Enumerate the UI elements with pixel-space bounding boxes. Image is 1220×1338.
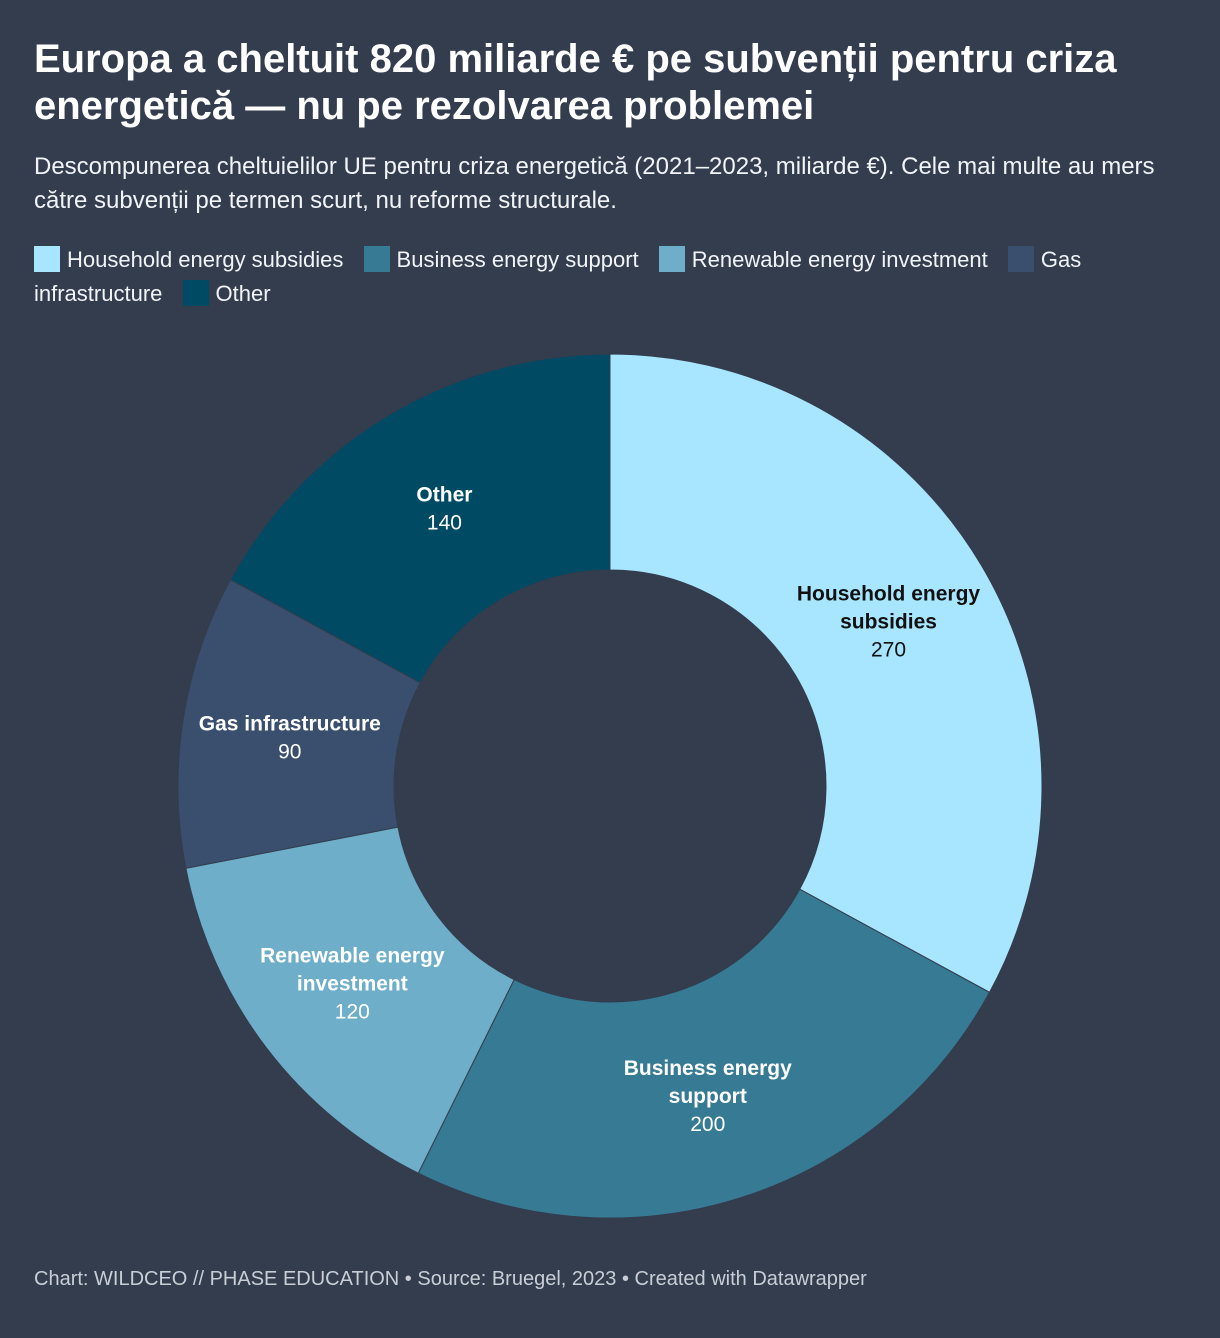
donut-slice <box>177 578 421 869</box>
slice-label: Household energy subsidies 270 <box>797 582 981 661</box>
chart-footer: Chart: WILDCEO // PHASE EDUCATION • Sour… <box>34 1268 867 1290</box>
legend-swatch <box>363 246 390 272</box>
legend-label: Household energy subsidies <box>67 247 344 272</box>
legend-label: Business energy support <box>396 247 639 272</box>
slice-value-label: 200 <box>690 1113 725 1136</box>
legend-swatch <box>658 246 685 272</box>
legend-swatch <box>182 280 209 306</box>
legend-label: Renewable energy investment <box>691 247 988 272</box>
donut-chart: Household energy subsidies 270 Business ene… <box>0 330 1220 1240</box>
slice-value-label: 90 <box>278 741 301 764</box>
donut-slice <box>417 888 991 1219</box>
slice-value-label: 270 <box>871 638 906 661</box>
slice-label: Business energy support 200 <box>624 1057 792 1136</box>
donut-chart-svg: Household energy subsidies 270 Business ene… <box>177 353 1043 1219</box>
legend-label: Other <box>215 281 271 306</box>
legend-item: Business energy support <box>363 246 639 272</box>
legend-item: Household energy subsidies <box>34 246 344 272</box>
legend-swatch <box>1007 246 1034 272</box>
slice-label-name: Gas infrastructure <box>199 713 381 736</box>
slice-label: Other 140 <box>416 483 472 534</box>
slice-label-name: Business energy support <box>624 1057 792 1108</box>
donut-slice <box>185 826 515 1174</box>
slice-value-label: 140 <box>427 511 462 534</box>
slice-label-name: Other <box>416 483 472 506</box>
donut-slice <box>229 353 611 684</box>
slice-value-label: 120 <box>335 1000 370 1023</box>
legend-item: Other <box>182 280 271 306</box>
chart-title: Europa a cheltuit 820 miliarde € pe subv… <box>34 37 1117 128</box>
legend-label: Gas infrastructure <box>34 247 1082 306</box>
donut-slice <box>609 353 1043 994</box>
slice-label-name: Household energy subsidies <box>797 582 981 633</box>
slice-label-name: Renewable energy investment <box>260 944 445 995</box>
chart-subtitle: Descompunerea cheltuielilor UE pentru cr… <box>34 153 1155 214</box>
legend-item: Renewable energy investment <box>658 246 988 272</box>
slice-label: Gas infrastructure 90 <box>199 713 381 764</box>
legend-item: Gas infrastructure <box>34 246 1082 306</box>
legend-swatch <box>34 246 60 272</box>
chart-legend: Household energy subsidies Business ener… <box>34 243 1184 311</box>
slice-label: Renewable energy investment 120 <box>260 944 445 1023</box>
